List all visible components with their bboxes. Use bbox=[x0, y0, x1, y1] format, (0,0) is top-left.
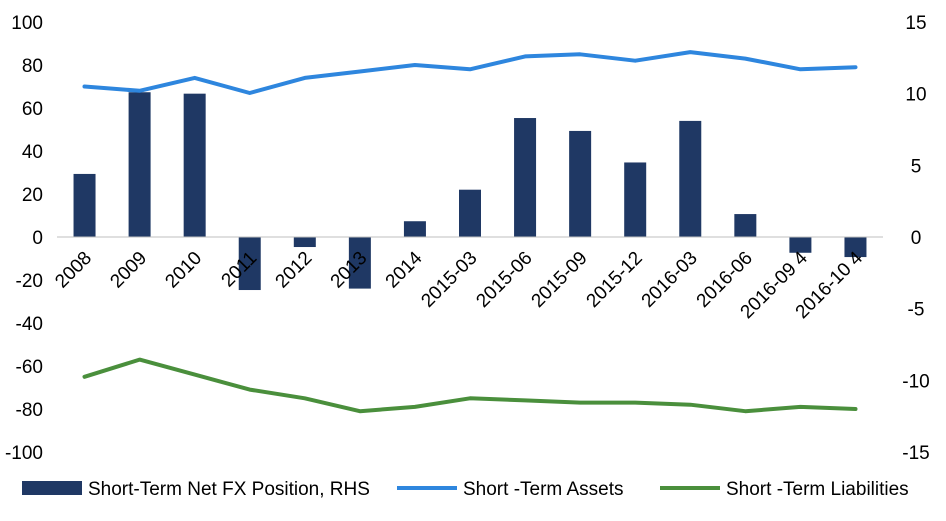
legend-swatch-bar bbox=[22, 481, 82, 495]
left-axis-tick-label: 40 bbox=[22, 142, 43, 163]
category-axis-labels: 2008 2009 2010 2011 2012 2013 20142015-032015-… bbox=[51, 247, 867, 323]
left-axis-tick-label: 100 bbox=[11, 13, 43, 34]
category-label: 2009 bbox=[106, 248, 151, 293]
category-label: 2015-12 bbox=[583, 248, 647, 312]
net-fx-bar bbox=[73, 173, 96, 237]
net-fx-bar bbox=[238, 237, 261, 291]
net-fx-bar bbox=[514, 118, 537, 237]
net-fx-bar bbox=[183, 93, 206, 238]
net-fx-bar bbox=[569, 130, 592, 237]
legend: Short-Term Net FX Position, RHS Short -Te… bbox=[22, 479, 909, 500]
category-label: 2016-03 bbox=[638, 248, 702, 312]
left-axis-tick-label: -80 bbox=[16, 400, 43, 421]
right-axis-tick-label: -15 bbox=[902, 443, 929, 464]
left-axis-tick-label: 80 bbox=[22, 56, 43, 77]
left-axis-tick-label: -40 bbox=[16, 314, 43, 335]
legend-label: Short-Term Net FX Position, RHS bbox=[88, 479, 370, 500]
net-fx-bar bbox=[348, 237, 371, 289]
left-axis-tick-label: 0 bbox=[32, 228, 43, 249]
right-axis-tick-label: 5 bbox=[911, 156, 922, 177]
category-label: 2015-03 bbox=[417, 248, 481, 312]
net-fx-bar bbox=[734, 214, 757, 237]
category-label: 2014 bbox=[382, 247, 427, 292]
net-fx-bar bbox=[293, 237, 316, 248]
right-axis-tick-label: 15 bbox=[905, 13, 926, 34]
category-label: 2012 bbox=[272, 248, 317, 293]
short-term-assets-line bbox=[82, 50, 858, 95]
net-fx-bar bbox=[624, 162, 647, 237]
left-axis-tick-label: 60 bbox=[22, 99, 43, 120]
right-axis-ticks: 15 10 5 0 -5 -10 -15 bbox=[902, 13, 929, 464]
net-fx-bar bbox=[459, 189, 481, 237]
net-fx-bar bbox=[789, 237, 812, 253]
category-label: 2015-09 bbox=[528, 248, 592, 312]
left-axis-tick-label: -100 bbox=[5, 443, 43, 464]
legend-label: Short -Term Liabilities bbox=[726, 479, 909, 500]
left-axis-ticks: 100 80 60 40 20 0 -20 -40 -60 -80 -100 bbox=[5, 13, 43, 464]
short-term-liabilities-line bbox=[82, 357, 858, 414]
right-axis-tick-label: 10 bbox=[905, 85, 926, 106]
line-series bbox=[82, 50, 858, 414]
category-label: 2010 bbox=[161, 248, 206, 293]
category-label: 2008 bbox=[51, 248, 96, 293]
right-axis-tick-label: -5 bbox=[908, 300, 925, 321]
right-axis-tick-label: 0 bbox=[911, 228, 922, 249]
bar-series bbox=[73, 92, 867, 291]
net-fx-bar bbox=[844, 237, 867, 258]
legend-label: Short -Term Assets bbox=[463, 479, 624, 500]
net-fx-bar bbox=[679, 120, 702, 237]
left-axis-tick-label: 20 bbox=[22, 185, 43, 206]
net-fx-bar bbox=[128, 92, 151, 237]
right-axis-tick-label: -10 bbox=[902, 371, 929, 392]
left-axis-tick-label: -20 bbox=[16, 271, 43, 292]
category-label: 2015-06 bbox=[472, 248, 536, 312]
left-axis-tick-label: -60 bbox=[16, 357, 43, 378]
net-fx-bar bbox=[403, 221, 426, 237]
